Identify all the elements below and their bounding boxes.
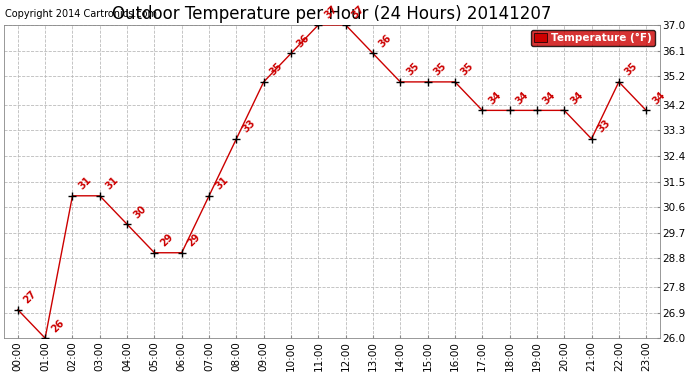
Text: 34: 34 (486, 90, 503, 106)
Text: 34: 34 (541, 90, 558, 106)
Text: 37: 37 (350, 4, 366, 21)
Text: 35: 35 (404, 61, 421, 78)
Text: 34: 34 (569, 90, 585, 106)
Text: 31: 31 (77, 175, 93, 192)
Text: 30: 30 (131, 204, 148, 220)
Text: 26: 26 (49, 317, 66, 334)
Text: Copyright 2014 Cartronics.com: Copyright 2014 Cartronics.com (6, 9, 157, 19)
Text: 27: 27 (22, 289, 39, 306)
Legend: Temperature (°F): Temperature (°F) (531, 30, 655, 46)
Text: 37: 37 (322, 4, 339, 21)
Text: 36: 36 (295, 33, 312, 49)
Text: 35: 35 (459, 61, 475, 78)
Text: 33: 33 (595, 118, 612, 135)
Text: 35: 35 (623, 61, 640, 78)
Text: 31: 31 (104, 175, 121, 192)
Title: Outdoor Temperature per Hour (24 Hours) 20141207: Outdoor Temperature per Hour (24 Hours) … (112, 5, 552, 23)
Text: 35: 35 (268, 61, 284, 78)
Text: 29: 29 (159, 232, 175, 249)
Text: 36: 36 (377, 33, 394, 49)
Text: 35: 35 (432, 61, 448, 78)
Text: 34: 34 (650, 90, 667, 106)
Text: 29: 29 (186, 232, 203, 249)
Text: 33: 33 (241, 118, 257, 135)
Text: 31: 31 (213, 175, 230, 192)
Text: 34: 34 (514, 90, 531, 106)
